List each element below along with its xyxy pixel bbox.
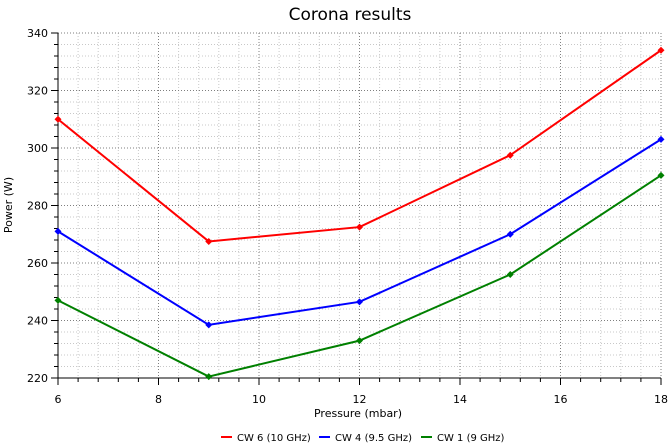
legend-label: CW 4 (9.5 GHz) <box>335 433 412 444</box>
x-tick-label: 14 <box>453 393 467 406</box>
data-point <box>506 271 514 278</box>
data-point <box>657 171 665 179</box>
x-tick-label: 10 <box>252 393 266 406</box>
x-tick-label: 12 <box>353 393 367 406</box>
legend-label: CW 1 (9 GHz) <box>437 433 505 444</box>
chart-title: Corona results <box>289 5 412 25</box>
x-tick-label: 8 <box>155 393 162 406</box>
legend-label: CW 6 (10 GHz) <box>237 433 311 444</box>
data-point <box>54 296 62 304</box>
series-group <box>54 46 665 381</box>
data-point <box>356 298 363 306</box>
y-axis-ticks: 220 240 260 280 300 320 340 <box>27 27 48 385</box>
data-point <box>205 321 213 329</box>
legend: CW 6 (10 GHz) CW 4 (9.5 GHz) CW 1 (9 GHz) <box>221 433 505 444</box>
y-axis-label: Power (W) <box>2 177 15 233</box>
y-tick-label: 240 <box>27 315 48 328</box>
y-tick-label: 340 <box>27 27 48 40</box>
x-tick-label: 16 <box>554 393 568 406</box>
y-tick-label: 220 <box>27 372 48 385</box>
data-point <box>54 115 62 123</box>
series-1 <box>54 135 665 329</box>
y-tick-label: 300 <box>27 142 48 155</box>
data-point <box>506 151 514 159</box>
axes <box>51 32 662 385</box>
x-tick-label: 18 <box>654 393 668 406</box>
data-point <box>657 46 665 54</box>
data-point <box>205 373 213 381</box>
data-point <box>506 230 514 238</box>
data-point <box>657 135 665 143</box>
x-axis-ticks: 6 8 10 12 14 16 18 <box>55 393 668 406</box>
series-0 <box>54 46 665 245</box>
y-tick-label: 260 <box>27 257 48 270</box>
y-tick-label: 280 <box>27 200 48 213</box>
series-2 <box>54 171 665 381</box>
y-tick-label: 320 <box>27 85 48 98</box>
data-point <box>54 227 62 235</box>
data-point <box>205 237 213 245</box>
data-point <box>356 223 363 231</box>
x-axis-label: Pressure (mbar) <box>314 407 402 420</box>
x-tick-label: 6 <box>55 393 62 406</box>
data-point <box>356 337 363 345</box>
